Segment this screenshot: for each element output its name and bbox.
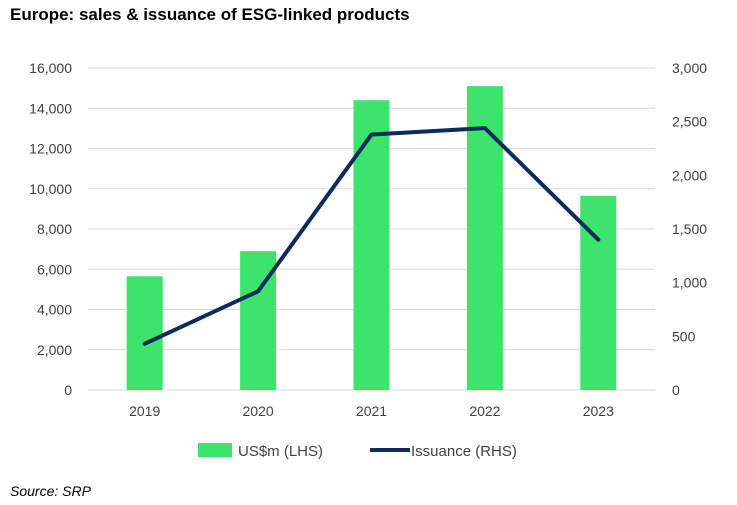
- x-tick-label: 2023: [583, 403, 614, 419]
- x-tick-label: 2022: [469, 403, 500, 419]
- bar-2019: [126, 276, 163, 390]
- y-left-tick-label: 0: [64, 382, 72, 398]
- y-right-tick-label: 1,000: [672, 275, 707, 291]
- y-left-tick-label: 16,000: [29, 60, 72, 76]
- legend-swatch-bars: [198, 443, 232, 457]
- legend-label-line: Issuance (RHS): [411, 443, 517, 460]
- bar-2021: [353, 100, 390, 390]
- y-right-tick-label: 0: [672, 382, 680, 398]
- y-left-tick-label: 4,000: [37, 302, 72, 318]
- x-tick-label: 2021: [356, 403, 387, 419]
- y-left-tick-label: 12,000: [29, 141, 72, 157]
- y-left-tick-label: 14,000: [29, 100, 72, 116]
- y-left-tick-label: 6,000: [37, 261, 72, 277]
- y-right-tick-label: 1,500: [672, 221, 707, 237]
- y-right-tick-label: 500: [672, 328, 696, 344]
- y-left-tick-label: 8,000: [37, 221, 72, 237]
- y-left-tick-label: 10,000: [29, 181, 72, 197]
- y-left-tick-label: 2,000: [37, 342, 72, 358]
- y-right-tick-label: 2,500: [672, 114, 707, 130]
- x-tick-label: 2020: [243, 403, 274, 419]
- legend-label-bars: US$m (LHS): [238, 443, 323, 460]
- source-note: Source: SRP: [10, 483, 91, 499]
- chart-title: Europe: sales & issuance of ESG-linked p…: [10, 5, 410, 24]
- y-right-tick-label: 3,000: [672, 60, 707, 76]
- y-right-tick-label: 2,000: [672, 167, 707, 183]
- bar-2022: [466, 86, 503, 391]
- x-tick-label: 2019: [129, 403, 160, 419]
